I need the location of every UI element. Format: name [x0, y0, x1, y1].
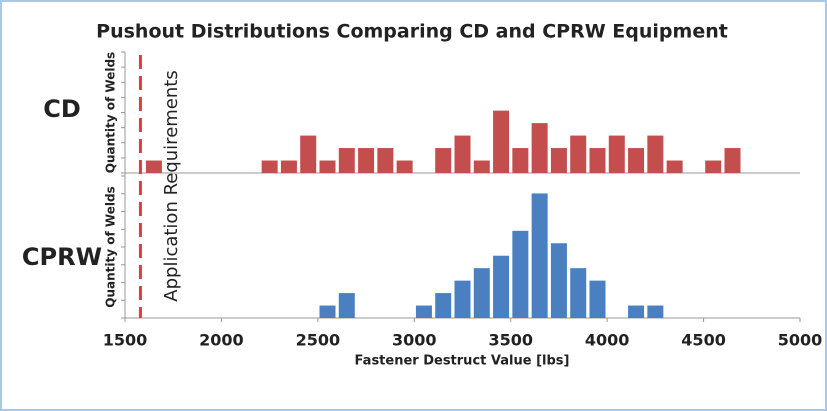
bar [377, 148, 394, 173]
bar [608, 135, 625, 173]
panel-label: CPRW [22, 243, 102, 271]
bar [493, 255, 510, 318]
x-tick-label: 5000 [778, 331, 823, 350]
bar [415, 305, 432, 318]
bar [338, 293, 355, 318]
bar [261, 160, 278, 173]
bar [589, 280, 606, 318]
x-tick-label: 3000 [392, 331, 437, 350]
bar [512, 148, 529, 173]
bar [647, 135, 664, 173]
bar [570, 135, 587, 173]
bar [666, 160, 683, 173]
x-tick-label: 4500 [681, 331, 726, 350]
bar [338, 148, 355, 173]
bar [396, 160, 413, 173]
panel-label: CD [43, 95, 81, 123]
bar [531, 123, 548, 173]
bar [145, 160, 162, 173]
bar [319, 305, 336, 318]
bar [628, 305, 645, 318]
bar [300, 135, 317, 173]
bar [589, 148, 606, 173]
bar [512, 230, 529, 318]
bar [435, 293, 452, 318]
bar [358, 148, 375, 173]
bar [570, 268, 587, 318]
bar [647, 305, 664, 318]
bar [280, 160, 297, 173]
bar [531, 193, 548, 318]
bar [628, 148, 645, 173]
chart-title: Pushout Distributions Comparing CD and C… [96, 21, 728, 43]
x-axis-label: Fastener Destruct Value [lbs] [355, 354, 570, 369]
bar [435, 148, 452, 173]
y-axis-label: Quantity of Welds [104, 186, 118, 307]
bar [473, 268, 490, 318]
bar [454, 280, 471, 318]
annotation: Application Requirements [161, 70, 182, 301]
x-tick-label: 2000 [199, 331, 244, 350]
bar [319, 160, 336, 173]
bar [550, 243, 567, 318]
x-tick-label: 2500 [296, 331, 341, 350]
bar [454, 135, 471, 173]
bar [493, 110, 510, 173]
x-tick-label: 3500 [488, 331, 533, 350]
bar [550, 148, 567, 173]
bar [705, 160, 722, 173]
y-axis-label: Quantity of Welds [104, 52, 118, 173]
x-tick-label: 1500 [103, 331, 148, 350]
bar [473, 160, 490, 173]
x-tick-label: 4000 [585, 331, 630, 350]
bar [724, 148, 741, 173]
